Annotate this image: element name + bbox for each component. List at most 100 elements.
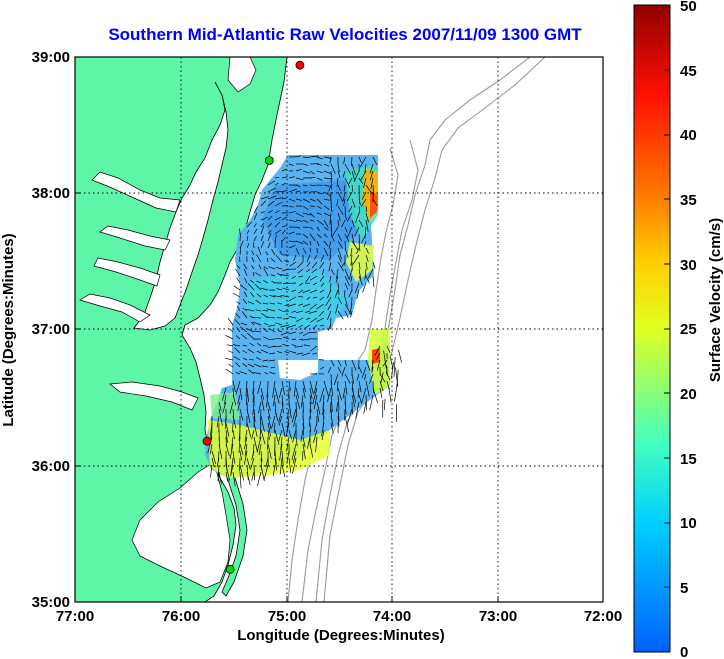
velocity-vector	[244, 443, 248, 456]
velocity-vector	[351, 387, 357, 403]
delaware-bay	[227, 57, 257, 93]
colorbar-tick-label: 35	[680, 192, 697, 209]
velocity-vector	[371, 359, 374, 371]
velocity-vector	[302, 387, 306, 399]
velocity-vector	[309, 226, 314, 230]
velocity-vector	[243, 450, 248, 465]
velocity-vector	[269, 371, 276, 375]
velocity-vector	[244, 277, 248, 284]
x-axis-label: Longitude (Degrees:Minutes)	[237, 627, 445, 644]
velocity-vector	[275, 322, 283, 326]
velocity-vector	[383, 350, 387, 369]
velocity-vector	[309, 212, 315, 218]
colorbar-tick-label: 15	[680, 451, 697, 468]
velocity-vector	[260, 464, 265, 482]
velocity-vector	[233, 285, 241, 291]
velocity-vector	[245, 380, 248, 396]
velocity-vector	[329, 247, 332, 256]
velocity-vector	[278, 415, 283, 426]
velocity-vector	[298, 275, 304, 278]
velocity-vector	[358, 268, 362, 279]
velocity-vector	[276, 288, 283, 291]
velocity-vector	[337, 380, 339, 392]
velocity-vector	[254, 272, 262, 277]
velocity-vector	[274, 176, 280, 179]
velocity-vector	[337, 408, 340, 422]
y-tick-labels: 39:00 38:00 37:00 36:00 35:00	[32, 49, 70, 611]
velocity-vector	[362, 282, 367, 293]
velocity-vector	[274, 201, 283, 207]
velocity-vector	[253, 236, 257, 242]
velocity-vector	[228, 350, 234, 354]
y-tick-label: 39:00	[32, 49, 70, 66]
velocity-vector	[267, 230, 272, 235]
velocity-vector	[379, 387, 383, 399]
velocity-vector	[311, 268, 318, 274]
velocity-vector	[288, 163, 294, 167]
velocity-vectors	[207, 155, 403, 489]
velocity-vector	[295, 387, 300, 399]
velocity-vector	[343, 198, 346, 206]
velocity-vector	[239, 246, 242, 256]
velocity-vector	[253, 206, 259, 214]
velocity-vector	[386, 345, 391, 353]
albemarle-sound	[109, 381, 199, 411]
velocity-vector	[243, 436, 248, 450]
velocity-vector	[329, 401, 332, 413]
velocity-vector	[281, 464, 286, 477]
velocity-vector	[351, 184, 354, 192]
colorbar-tick-label: 40	[680, 127, 697, 144]
velocity-vector	[293, 415, 297, 427]
velocity-vector	[246, 457, 251, 470]
velocity-vector	[288, 240, 297, 243]
velocity-vector	[229, 443, 234, 459]
velocity-vector	[267, 200, 275, 207]
velocity-vector	[302, 226, 310, 229]
velocity-vector	[288, 401, 292, 419]
velocity-vector	[351, 240, 359, 251]
velocity-vector	[253, 223, 257, 228]
velocity-vector	[279, 443, 283, 461]
velocity-vector	[260, 287, 269, 291]
velocity-vector	[256, 293, 262, 298]
velocity-vector	[343, 156, 346, 164]
velocity-vector	[365, 254, 369, 262]
velocity-vector	[350, 310, 353, 318]
velocity-vector	[259, 422, 262, 440]
velocity-vector	[236, 301, 241, 305]
velocity-vector	[269, 352, 276, 355]
velocity-vector	[246, 471, 251, 485]
velocity-vector	[291, 338, 297, 341]
velocity-vector	[309, 422, 311, 433]
velocity-vector	[302, 212, 312, 216]
velocity-vector	[330, 415, 334, 427]
velocity-vector	[242, 350, 248, 354]
velocity-vector	[274, 182, 279, 186]
velocity-vector	[251, 429, 255, 440]
velocity-vector	[274, 222, 280, 228]
velocity-vector	[279, 457, 283, 475]
velocity-vector	[363, 240, 367, 248]
velocity-vector	[337, 254, 342, 263]
velocity-vector	[312, 296, 318, 299]
velocity-vector	[369, 394, 374, 411]
velocity-vector	[344, 380, 348, 395]
velocity-vector	[242, 345, 248, 347]
velocity-vector	[294, 345, 304, 348]
velocity-vector	[262, 310, 269, 312]
velocity-vector	[257, 380, 262, 394]
velocity-vector	[246, 408, 251, 424]
velocity-vector	[344, 177, 351, 188]
velocity-vector	[251, 321, 255, 326]
velocity-vector	[356, 247, 360, 255]
velocity-vector	[309, 184, 317, 187]
velocity-vector	[267, 233, 272, 242]
velocity-vector	[305, 310, 311, 313]
velocity-vector	[308, 310, 318, 314]
velocity-vector	[321, 422, 325, 437]
velocity-vector	[355, 401, 360, 419]
velocity-vector	[253, 408, 256, 423]
velocity-vector	[344, 296, 348, 307]
velocity-vector	[351, 394, 356, 408]
velocity-vector	[225, 368, 234, 375]
